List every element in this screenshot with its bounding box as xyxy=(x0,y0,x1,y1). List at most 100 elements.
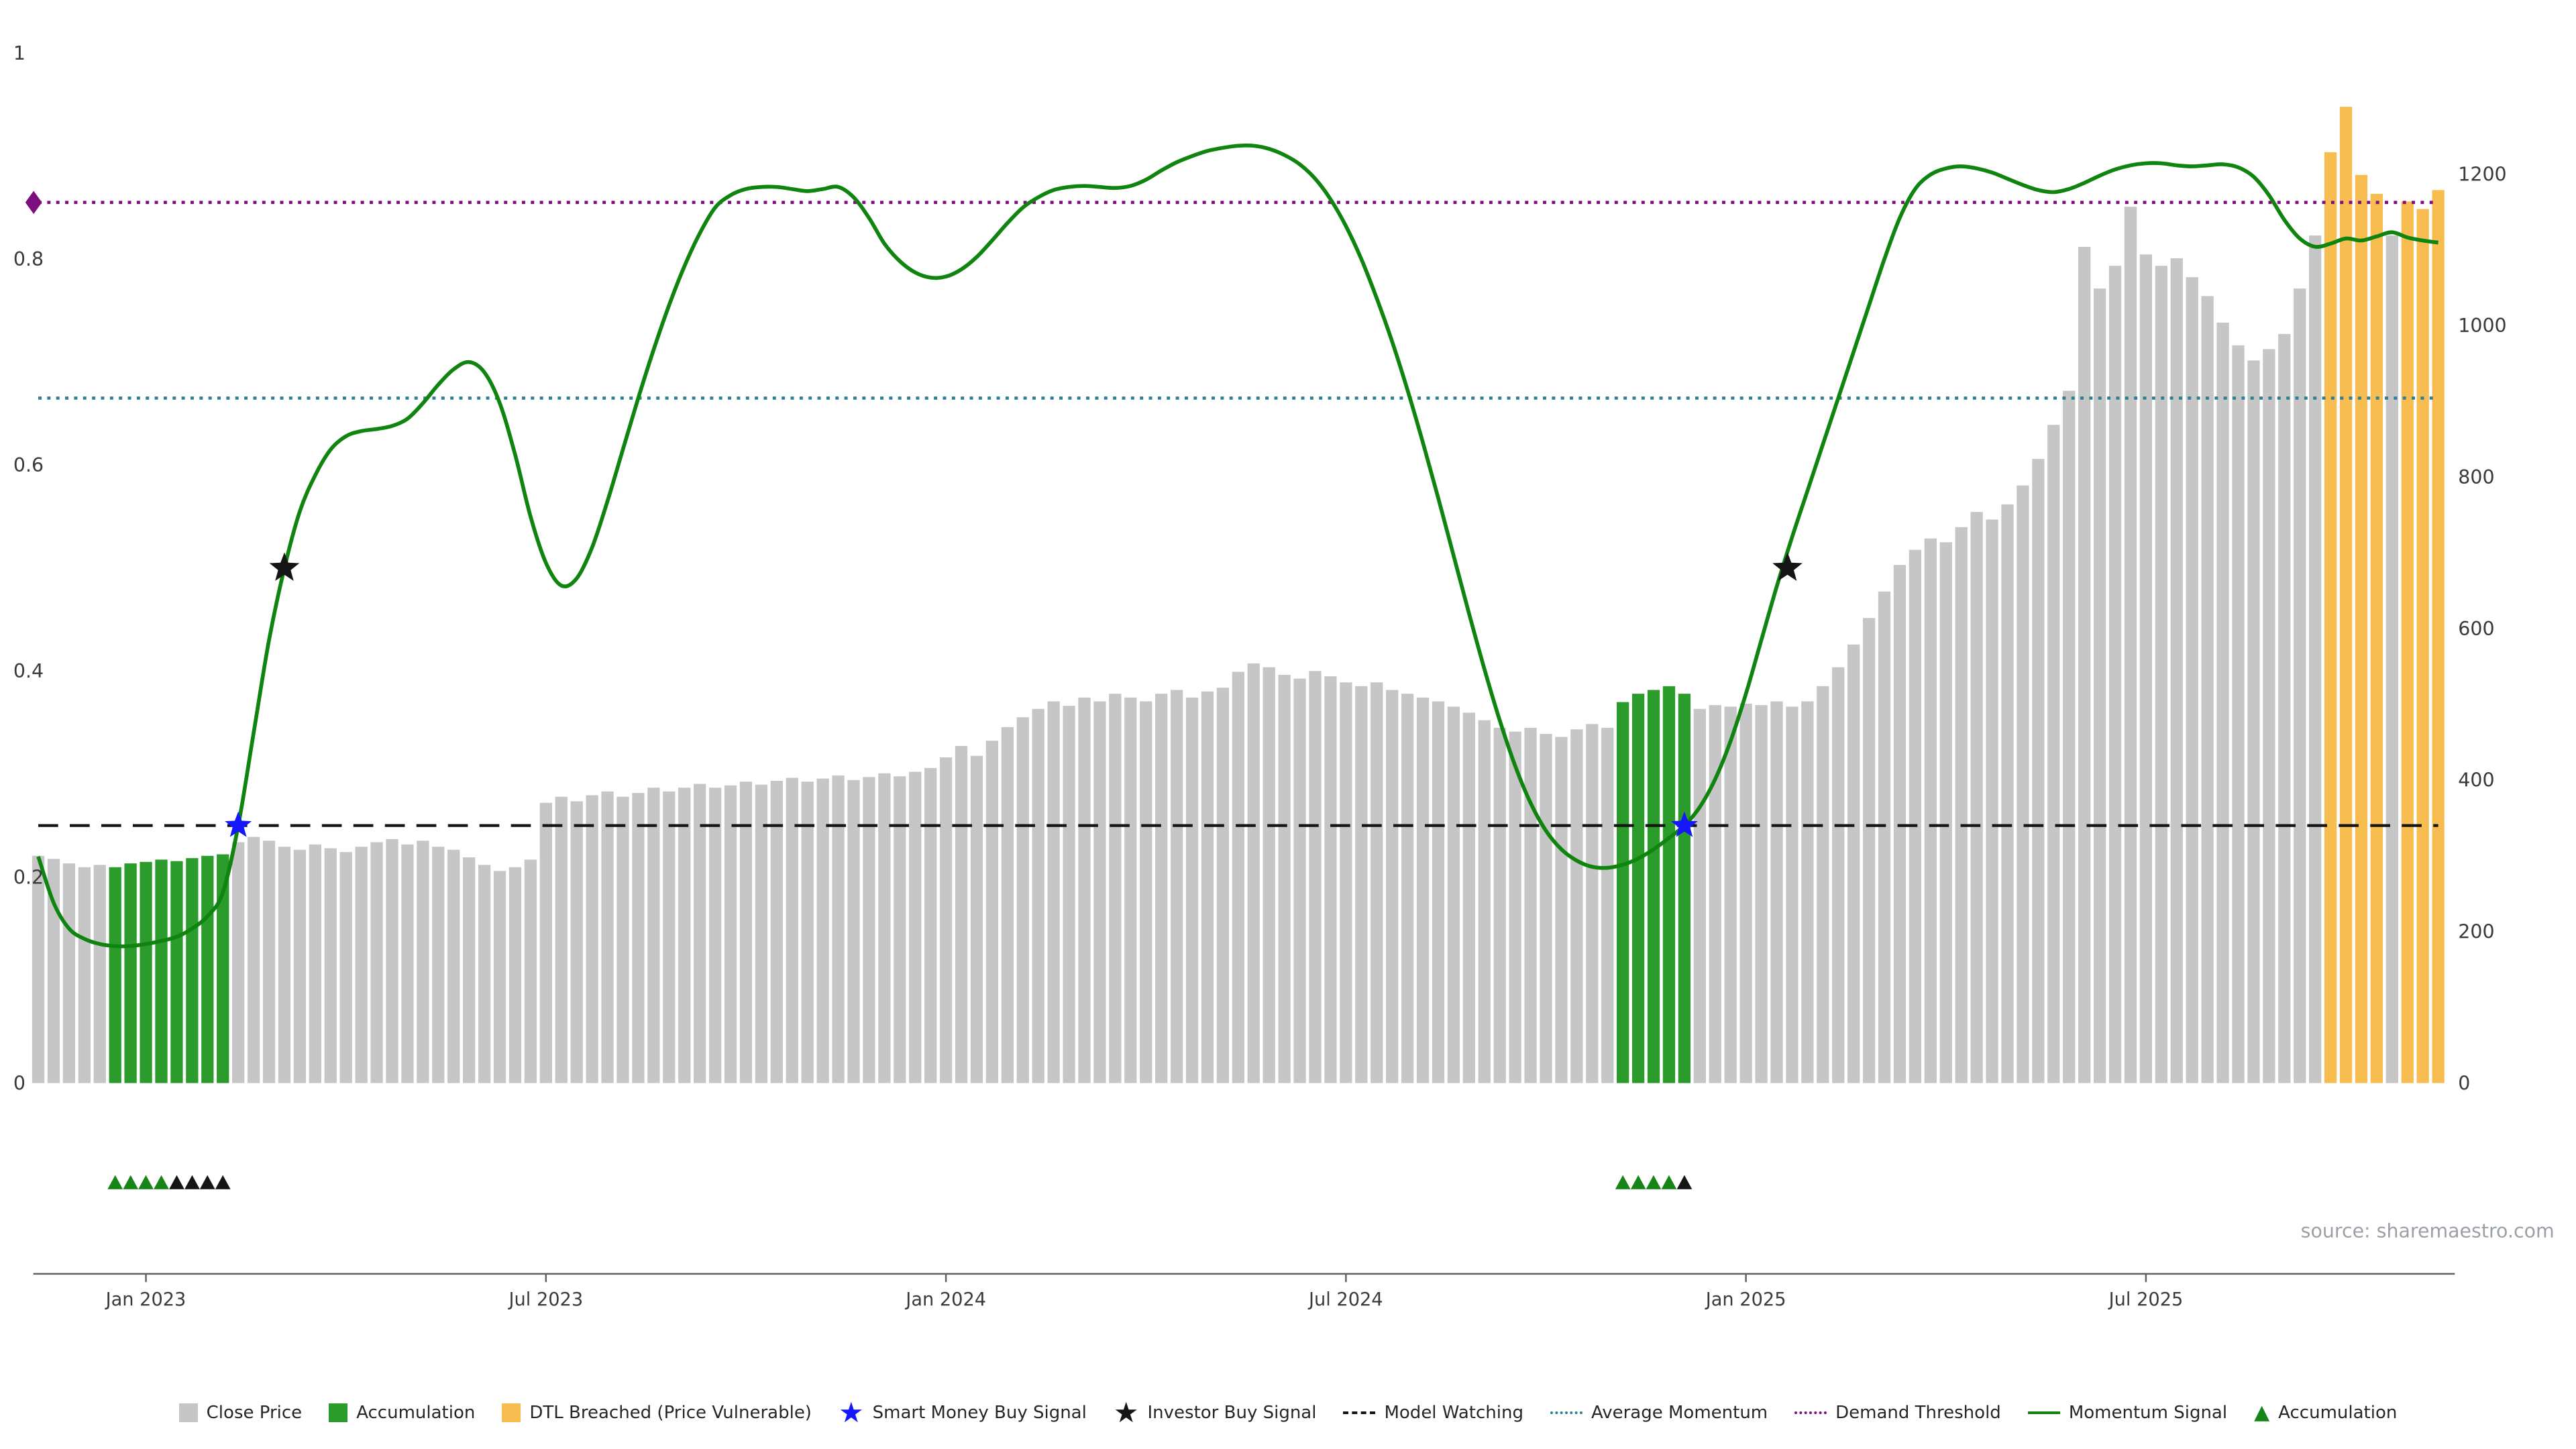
close-price-bar xyxy=(1817,686,1829,1083)
close-price-bar xyxy=(2139,254,2153,1083)
close-price-bar xyxy=(1739,703,1752,1083)
accumulation-bar xyxy=(1617,702,1629,1083)
close-price-bar xyxy=(1355,686,1368,1083)
close-price-bar xyxy=(1601,727,1614,1083)
close-price-bar xyxy=(2063,390,2076,1083)
right-axis-tick-label: 1000 xyxy=(2458,315,2506,337)
close-price-bar xyxy=(1770,701,1783,1083)
x-axis-label: Jan 2024 xyxy=(904,1289,986,1310)
accumulation-triangle xyxy=(1646,1175,1662,1189)
close-price-bar xyxy=(324,848,337,1083)
close-price-bar xyxy=(2216,322,2229,1083)
dtl-breached-bar xyxy=(2416,209,2429,1083)
accumulation-triangle xyxy=(138,1175,154,1189)
legend-label: Model Watching xyxy=(1384,1403,1523,1423)
legend-label: Accumulation xyxy=(356,1403,476,1423)
close-price-bar xyxy=(1724,706,1737,1083)
close-price-bar xyxy=(724,785,737,1083)
chart-legend: Close Price Accumulation DTL Breached (Pri… xyxy=(0,1324,2576,1449)
close-price-bar xyxy=(1401,694,1414,1083)
dtl-breached-bar xyxy=(2401,201,2414,1083)
legend-item-close-price: Close Price xyxy=(178,1403,303,1423)
legend-item-demand-threshold: Demand Threshold xyxy=(1794,1403,2001,1423)
close-price-bar xyxy=(1247,663,1260,1083)
close-price-bar xyxy=(739,782,753,1083)
legend-item-dtl-breached-price-vulnerable-: DTL Breached (Price Vulnerable) xyxy=(502,1403,812,1423)
close-price-bar xyxy=(1893,565,1907,1083)
accumulation-bar xyxy=(1662,686,1676,1083)
accumulation-triangle xyxy=(107,1175,123,1189)
investor-buy-signal-star xyxy=(269,552,300,581)
close-price-bar xyxy=(894,776,906,1083)
close-price-bar xyxy=(278,847,291,1083)
close-price-bar xyxy=(555,796,568,1083)
right-axis-tick-label: 1200 xyxy=(2458,163,2506,185)
legend-label: Investor Buy Signal xyxy=(1147,1403,1317,1423)
close-price-bar xyxy=(1124,697,1137,1083)
close-price-bar xyxy=(2232,345,2245,1083)
close-price-bar xyxy=(2385,235,2398,1083)
smart-money-buy-signal-star xyxy=(225,811,252,837)
legend-line-swatch xyxy=(1550,1411,1582,1414)
close-price-bar xyxy=(1170,690,1183,1083)
accumulation-triangle xyxy=(123,1175,139,1189)
close-price-bar xyxy=(786,777,798,1083)
close-price-bar xyxy=(2155,266,2167,1083)
x-axis-label: Jan 2025 xyxy=(1705,1289,1786,1310)
accumulation-bar xyxy=(170,861,183,1083)
close-price-bar xyxy=(1201,691,1214,1083)
close-price-bar xyxy=(678,788,691,1083)
close-price-bar xyxy=(478,865,491,1083)
right-axis-tick-label: 400 xyxy=(2458,769,2494,792)
close-price-bar xyxy=(78,867,91,1083)
source-note: source: sharemaestro.com xyxy=(2301,1220,2555,1242)
legend-triangle-icon: ▲ xyxy=(2254,1401,2270,1424)
right-axis-tick-label: 600 xyxy=(2458,618,2494,640)
close-price-bar xyxy=(2247,360,2260,1083)
left-axis-tick-label: 0 xyxy=(13,1072,25,1094)
close-price-bar xyxy=(1016,717,1029,1083)
legend-line-swatch xyxy=(1794,1411,1827,1414)
close-price-bar xyxy=(2032,459,2045,1083)
accumulation-triangle xyxy=(154,1175,169,1189)
close-price-bar xyxy=(1709,705,1721,1083)
x-axis-label: Jan 2023 xyxy=(105,1289,186,1310)
close-price-bar xyxy=(2263,349,2275,1083)
close-price-bar xyxy=(1970,512,1983,1083)
close-price-bar xyxy=(2170,258,2183,1083)
close-price-bar xyxy=(924,767,937,1083)
close-price-bar xyxy=(708,788,722,1083)
dtl-breached-bar xyxy=(2432,190,2445,1083)
close-price-bar xyxy=(1693,708,1706,1083)
close-price-bar xyxy=(1478,720,1491,1083)
close-price-bar xyxy=(770,780,783,1083)
close-price-bar xyxy=(1786,706,1799,1083)
close-price-bar xyxy=(1109,694,1122,1083)
close-price-bar xyxy=(493,871,506,1083)
close-price-bar xyxy=(616,796,629,1083)
momentum-chart: source: sharemaestro.com 00.20.40.60.810… xyxy=(13,42,2555,1310)
x-axis-label: Jul 2024 xyxy=(1307,1289,1383,1310)
close-price-bar xyxy=(985,741,999,1083)
left-axis-tick-label: 0.6 xyxy=(13,454,44,476)
close-price-bar xyxy=(694,784,706,1083)
close-price-bar xyxy=(1078,697,1091,1083)
close-price-bar xyxy=(1155,694,1168,1083)
close-price-bar xyxy=(1909,549,1922,1083)
smart-money-buy-signal-star xyxy=(1670,811,1698,837)
accumulation-bar xyxy=(1678,694,1691,1083)
close-price-bar xyxy=(386,839,398,1083)
close-price-bar xyxy=(447,849,460,1083)
close-price-bar xyxy=(955,746,968,1083)
accumulation-bar xyxy=(124,863,137,1083)
close-price-bar xyxy=(1063,706,1075,1083)
close-price-bar xyxy=(2017,485,2029,1083)
close-price-bar xyxy=(508,867,522,1083)
close-price-bar xyxy=(1924,538,1937,1083)
legend-label: Momentum Signal xyxy=(2068,1403,2228,1423)
close-price-bar xyxy=(632,793,645,1083)
legend-label: Average Momentum xyxy=(1591,1403,1768,1423)
close-price-bar xyxy=(1293,678,1306,1083)
legend-label: Close Price xyxy=(206,1403,303,1423)
